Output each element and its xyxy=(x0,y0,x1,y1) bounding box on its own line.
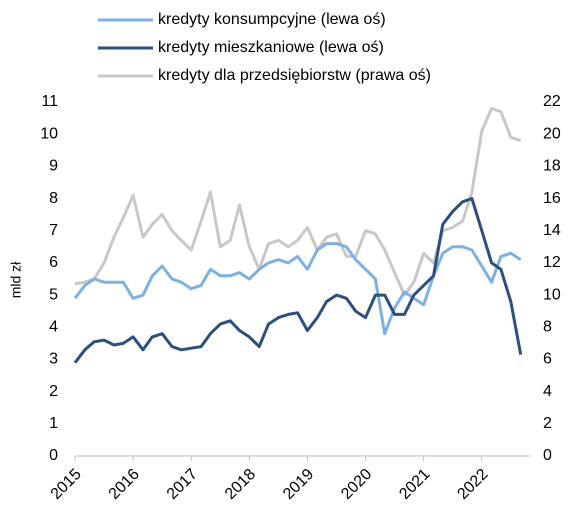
x-tick-label: 2019 xyxy=(280,466,317,503)
y2-tick-label: 0 xyxy=(543,447,552,464)
y2-tick-label: 12 xyxy=(543,254,561,271)
x-tick-label: 2018 xyxy=(222,466,259,503)
x-tick-label: 2020 xyxy=(338,466,375,503)
y-tick-label: 2 xyxy=(49,383,58,400)
y2-tick-label: 10 xyxy=(543,286,561,303)
x-tick-label: 2022 xyxy=(454,466,491,503)
y2-tick-label: 18 xyxy=(543,158,561,175)
y2-tick-label: 22 xyxy=(543,93,561,110)
y-axis-label: mld zł xyxy=(8,261,24,298)
x-tick-label: 2021 xyxy=(396,466,433,503)
y2-tick-label: 2 xyxy=(543,415,552,432)
y-tick-label: 3 xyxy=(49,351,58,368)
x-tick-label: 2015 xyxy=(48,466,85,503)
legend-label: kredyty dla przedsiębiorstw (prawa oś) xyxy=(158,67,431,84)
y2-tick-label: 20 xyxy=(543,125,561,142)
legend-label: kredyty konsumpcyjne (lewa oś) xyxy=(158,11,386,28)
y-tick-label: 5 xyxy=(49,286,58,303)
y2-tick-label: 14 xyxy=(543,222,561,239)
y-tick-label: 10 xyxy=(40,125,58,142)
y-tick-label: 0 xyxy=(49,447,58,464)
series-line xyxy=(73,242,522,336)
y-tick-label: 8 xyxy=(49,190,58,207)
y-tick-label: 7 xyxy=(49,222,58,239)
y-tick-label: 9 xyxy=(49,158,58,175)
y-tick-label: 4 xyxy=(49,318,58,335)
y2-tick-label: 8 xyxy=(543,318,552,335)
y2-tick-label: 6 xyxy=(543,351,552,368)
x-tick-label: 2017 xyxy=(164,466,201,503)
y-tick-label: 1 xyxy=(49,415,58,432)
y-tick-label: 6 xyxy=(49,254,58,271)
series-line xyxy=(73,197,523,364)
x-tick-label: 2016 xyxy=(106,466,143,503)
y2-tick-label: 16 xyxy=(543,190,561,207)
series-line xyxy=(74,106,522,297)
y2-tick-label: 4 xyxy=(543,383,552,400)
legend-label: kredyty mieszkaniowe (lewa oś) xyxy=(158,39,384,56)
y-tick-label: 11 xyxy=(41,93,58,110)
